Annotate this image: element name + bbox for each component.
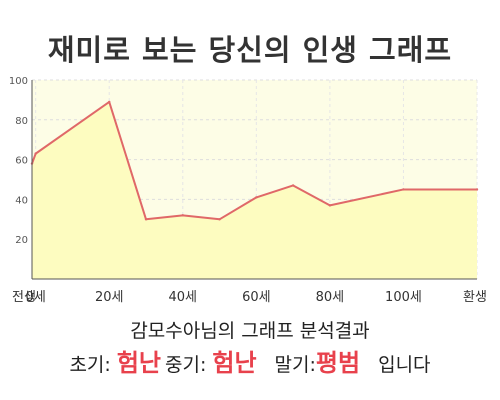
data-point xyxy=(181,214,184,217)
y-tick-label: 100 xyxy=(9,76,28,87)
chart-subtitle: 감모수아님의 그래프 분석결과 xyxy=(130,320,370,342)
data-point xyxy=(144,218,148,221)
page-title: 재미로 보는 당신의 인생 그래프 xyxy=(47,33,453,67)
data-point xyxy=(475,188,479,191)
early-phase-label: 초기: xyxy=(69,354,111,376)
data-point xyxy=(108,100,111,104)
x-tick-label: 60세 xyxy=(242,290,271,305)
summary-ending: 입니다 xyxy=(378,354,431,376)
x-tick-label: 40세 xyxy=(169,290,198,305)
x-tick-label: 전생 xyxy=(12,290,36,305)
data-point xyxy=(402,188,405,191)
late-phase-value: 평범 xyxy=(315,349,361,377)
y-tick-label: 40 xyxy=(15,195,28,206)
data-point xyxy=(218,218,221,221)
early-phase-value: 험난 xyxy=(116,349,161,377)
phase-summary: 초기: 험난 중기: 험난 말기:평범 입니다 xyxy=(0,345,500,383)
x-tick-label: 80세 xyxy=(316,290,345,305)
y-tick-label: 60 xyxy=(15,156,28,167)
data-point xyxy=(34,152,37,155)
x-tick-label: 100세 xyxy=(385,290,422,305)
data-point xyxy=(328,204,332,207)
x-tick-label: 환생 xyxy=(463,290,487,305)
data-point xyxy=(291,184,295,187)
data-point xyxy=(255,196,258,199)
area-fill xyxy=(32,101,477,279)
x-tick-label: 20세 xyxy=(95,290,124,305)
y-tick-label: 80 xyxy=(15,116,28,127)
middle-phase-label: 중기: xyxy=(165,354,207,376)
late-phase-label: 말기: xyxy=(274,354,316,376)
middle-phase-value: 험난 xyxy=(212,349,257,377)
x-tick-label: 0세 xyxy=(26,290,46,305)
y-tick-label: 20 xyxy=(15,235,28,246)
